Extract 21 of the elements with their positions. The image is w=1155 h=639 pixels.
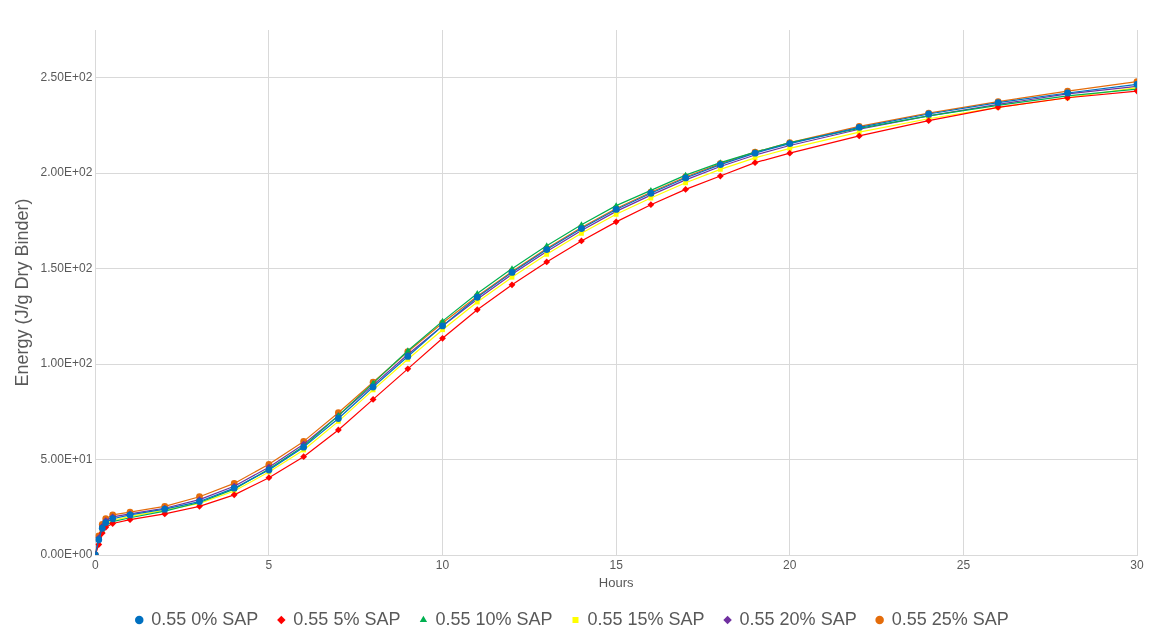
x-tick-label: 10: [435, 557, 450, 572]
y-tick-label: 0.00E+00: [40, 547, 93, 562]
legend-label: 0.55 20% SAP: [739, 608, 857, 629]
legend-label: 0.55 15% SAP: [587, 608, 705, 629]
legend-label: 0.55 10% SAP: [435, 608, 553, 629]
x-tick-label: 20: [783, 557, 797, 572]
legend-label: 0.55 25% SAP: [891, 608, 1009, 629]
x-tick-label: 30: [1130, 557, 1144, 572]
y-axis-title: Energy (J/g Dry Binder): [11, 198, 32, 387]
y-tick-label: 5.00E+01: [40, 451, 93, 466]
x-tick-label: 15: [609, 557, 624, 572]
x-tick-label: 5: [265, 557, 273, 572]
x-tick-label: 25: [956, 557, 971, 572]
y-tick-label: 1.50E+02: [40, 260, 93, 275]
x-axis-title: Hours: [598, 574, 634, 590]
y-tick-label: 2.00E+02: [40, 165, 93, 180]
legend-label: 0.55 0% SAP: [151, 608, 259, 629]
x-tick-label: 0: [91, 557, 99, 572]
y-tick-label: 1.00E+02: [40, 356, 93, 371]
y-tick-label: 2.50E+02: [40, 70, 93, 85]
legend-label: 0.55 5% SAP: [293, 608, 401, 629]
